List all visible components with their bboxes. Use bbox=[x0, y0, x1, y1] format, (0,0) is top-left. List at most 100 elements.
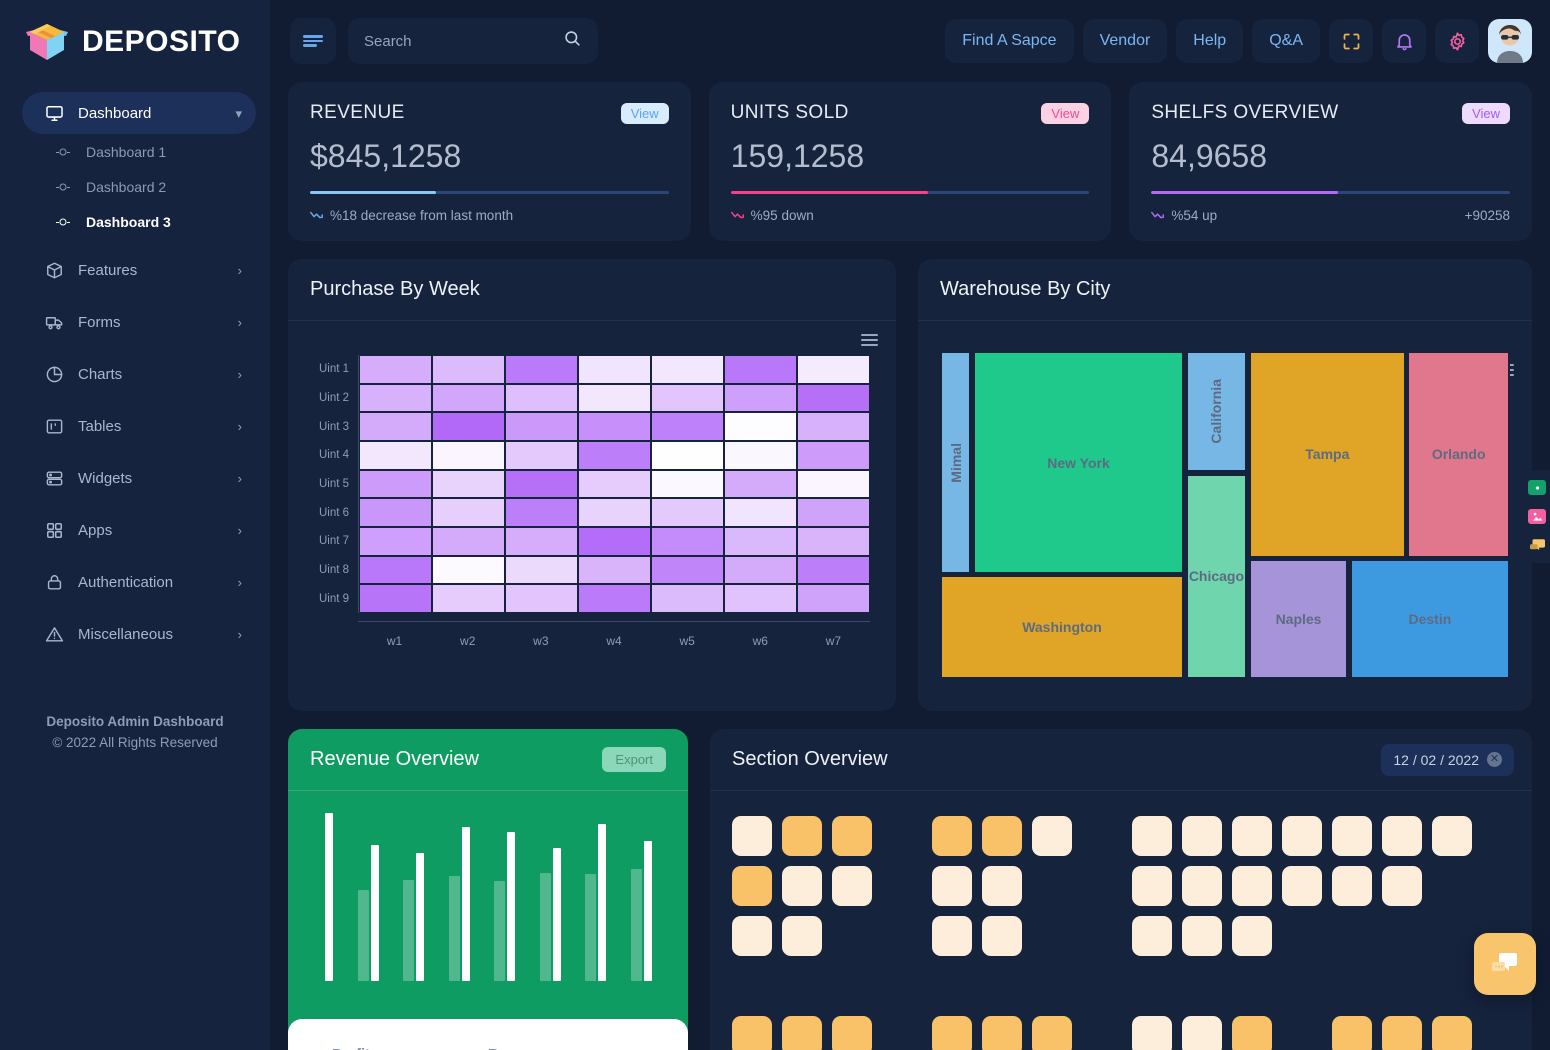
date-filter-badge[interactable]: 12 / 02 / 2022 ✕ bbox=[1381, 743, 1514, 776]
seat[interactable] bbox=[932, 866, 972, 906]
seat[interactable] bbox=[832, 816, 872, 856]
heatmap-cell[interactable] bbox=[359, 498, 432, 528]
heatmap-cell[interactable] bbox=[505, 498, 578, 528]
heatmap-cell[interactable] bbox=[797, 498, 870, 528]
treemap-tile[interactable]: Washington bbox=[940, 575, 1184, 679]
heatmap-cell[interactable] bbox=[578, 498, 651, 528]
treemap-tile[interactable]: Tampa bbox=[1248, 351, 1406, 558]
sidebar-item-miscellaneous[interactable]: Miscellaneous › bbox=[22, 613, 256, 655]
heatmap-cell[interactable] bbox=[797, 584, 870, 614]
seat[interactable] bbox=[1432, 1016, 1472, 1050]
treemap-tile[interactable]: Naples bbox=[1248, 558, 1349, 679]
view-button[interactable]: View bbox=[1462, 102, 1511, 124]
seat[interactable] bbox=[1282, 866, 1322, 906]
heatmap-cell[interactable] bbox=[578, 441, 651, 470]
chat-fab[interactable] bbox=[1474, 933, 1536, 995]
seat[interactable] bbox=[732, 916, 772, 956]
heatmap-cell[interactable] bbox=[797, 441, 870, 470]
heatmap-cell[interactable] bbox=[651, 584, 724, 614]
heatmap-cell[interactable] bbox=[359, 412, 432, 442]
search-input[interactable] bbox=[364, 32, 563, 50]
heatmap-cell[interactable] bbox=[724, 498, 797, 528]
heatmap-cell[interactable] bbox=[432, 441, 505, 470]
heatmap-cell[interactable] bbox=[651, 383, 724, 413]
heatmap-cell[interactable] bbox=[797, 555, 870, 585]
heatmap-cell[interactable] bbox=[432, 555, 505, 585]
search-box[interactable] bbox=[348, 18, 598, 64]
heatmap-cell[interactable] bbox=[797, 469, 870, 499]
sidebar-item-charts[interactable]: Charts › bbox=[22, 353, 256, 395]
seat[interactable] bbox=[1282, 816, 1322, 856]
heatmap-cell[interactable] bbox=[505, 355, 578, 384]
heatmap-cell[interactable] bbox=[651, 441, 724, 470]
heatmap-cell[interactable] bbox=[651, 412, 724, 442]
seat[interactable] bbox=[1132, 816, 1172, 856]
heatmap-cell[interactable] bbox=[505, 469, 578, 499]
heatmap-cell[interactable] bbox=[432, 412, 505, 442]
seat[interactable] bbox=[982, 816, 1022, 856]
heatmap-cell[interactable] bbox=[432, 355, 505, 384]
seat[interactable] bbox=[732, 866, 772, 906]
seat[interactable] bbox=[1382, 816, 1422, 856]
heatmap-cell[interactable] bbox=[505, 441, 578, 470]
heatmap-cell[interactable] bbox=[578, 527, 651, 556]
seat[interactable] bbox=[932, 916, 972, 956]
heatmap-cell[interactable] bbox=[359, 584, 432, 614]
heatmap-cell[interactable] bbox=[724, 383, 797, 413]
brand[interactable]: DEPOSITO bbox=[0, 0, 270, 86]
heatmap-cell[interactable] bbox=[432, 383, 505, 413]
heatmap-cell[interactable] bbox=[797, 383, 870, 413]
seat[interactable] bbox=[1232, 916, 1272, 956]
heatmap-cell[interactable] bbox=[505, 412, 578, 442]
seat[interactable] bbox=[732, 1016, 772, 1050]
heatmap-cell[interactable] bbox=[797, 412, 870, 442]
seat[interactable] bbox=[732, 816, 772, 856]
seat[interactable] bbox=[1182, 866, 1222, 906]
seat[interactable] bbox=[1032, 1016, 1072, 1050]
treemap-tile[interactable]: Mimal bbox=[940, 351, 972, 575]
seat[interactable] bbox=[1432, 816, 1472, 856]
heatmap-cell[interactable] bbox=[505, 383, 578, 413]
seat[interactable] bbox=[1332, 866, 1372, 906]
seat[interactable] bbox=[1132, 1016, 1172, 1050]
money-icon[interactable] bbox=[1528, 480, 1546, 495]
treemap-tile[interactable]: California bbox=[1186, 351, 1247, 473]
treemap-tile[interactable]: Orlando bbox=[1407, 351, 1510, 558]
seat[interactable] bbox=[1132, 916, 1172, 956]
qa-button[interactable]: Q&A bbox=[1252, 19, 1320, 63]
seat[interactable] bbox=[832, 1016, 872, 1050]
heatmap-cell[interactable] bbox=[651, 355, 724, 384]
heatmap-cell[interactable] bbox=[724, 355, 797, 384]
view-button[interactable]: View bbox=[1041, 102, 1090, 124]
heatmap-cell[interactable] bbox=[578, 383, 651, 413]
seat[interactable] bbox=[832, 866, 872, 906]
sidebar-item-forms[interactable]: Forms › bbox=[22, 301, 256, 343]
export-button[interactable]: Export bbox=[602, 747, 666, 772]
heatmap-cell[interactable] bbox=[359, 441, 432, 470]
hamburger-icon[interactable] bbox=[290, 18, 336, 64]
seat[interactable] bbox=[1182, 916, 1222, 956]
seat[interactable] bbox=[1382, 866, 1422, 906]
seat[interactable] bbox=[982, 866, 1022, 906]
seat[interactable] bbox=[782, 816, 822, 856]
heatmap-cell[interactable] bbox=[578, 412, 651, 442]
hamburger-menu-icon[interactable] bbox=[861, 331, 878, 349]
seat[interactable] bbox=[1032, 816, 1072, 856]
seat[interactable] bbox=[1232, 1016, 1272, 1050]
heatmap-cell[interactable] bbox=[578, 555, 651, 585]
sidebar-subitem-dashboard-1[interactable]: Dashboard 1 bbox=[0, 134, 270, 169]
seat[interactable] bbox=[1332, 1016, 1372, 1050]
heatmap-cell[interactable] bbox=[651, 527, 724, 556]
seat[interactable] bbox=[1332, 816, 1372, 856]
sidebar-item-dashboard[interactable]: Dashboard ▾ bbox=[22, 92, 256, 134]
seat[interactable] bbox=[1132, 866, 1172, 906]
treemap-tile[interactable]: Chicago bbox=[1186, 473, 1247, 679]
heatmap-cell[interactable] bbox=[505, 555, 578, 585]
bell-icon[interactable] bbox=[1382, 19, 1426, 63]
sidebar-subitem-dashboard-2[interactable]: Dashboard 2 bbox=[0, 169, 270, 204]
heatmap-cell[interactable] bbox=[797, 527, 870, 556]
chat-icon[interactable] bbox=[1528, 538, 1546, 553]
seat[interactable] bbox=[1382, 1016, 1422, 1050]
view-button[interactable]: View bbox=[620, 102, 669, 124]
search-icon[interactable] bbox=[563, 29, 582, 53]
